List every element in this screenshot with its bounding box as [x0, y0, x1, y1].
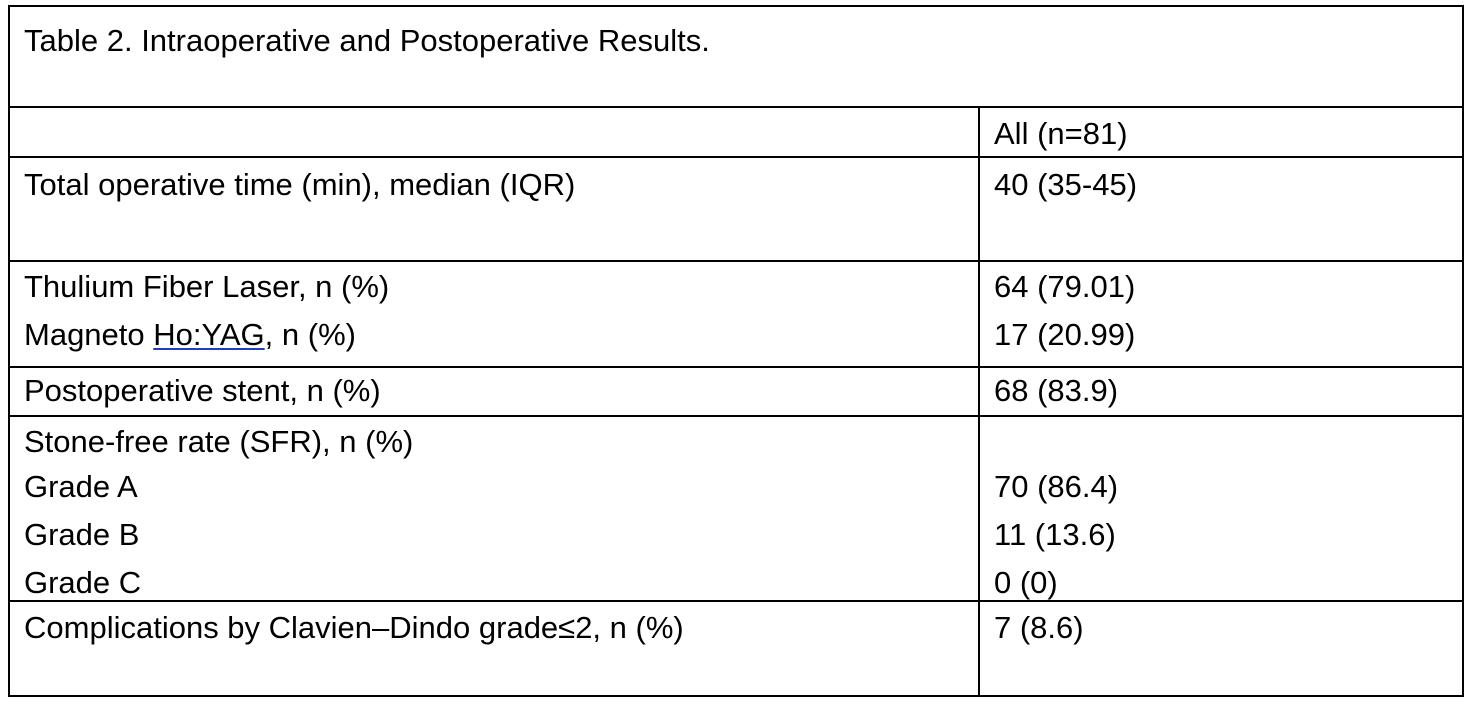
row-label: Total operative time (min), median (IQR) [24, 167, 576, 202]
table-row-operative-time: Total operative time (min), median (IQR)… [10, 158, 1462, 262]
results-table: Table 2. Intraoperative and Postoperativ… [8, 5, 1464, 697]
row-label-sfr: Stone-free rate (SFR), n (%) [24, 424, 414, 459]
row-value-grade-c: 0 (0) [994, 565, 1058, 600]
row-value-thulium: 64 (79.01) [994, 269, 1136, 304]
row-label: Complications by Clavien–Dindo grade≤2, … [24, 610, 684, 645]
table-title: Table 2. Intraoperative and Postoperativ… [24, 23, 710, 58]
hoyag-link[interactable]: Ho:YAG [153, 317, 265, 352]
magneto-prefix: Magneto [24, 317, 154, 352]
row-label-grade-b: Grade B [24, 517, 140, 552]
row-label-grade-a: Grade A [24, 469, 138, 504]
row-label: Postoperative stent, n (%) [24, 373, 381, 408]
table-title-row: Table 2. Intraoperative and Postoperativ… [10, 7, 1462, 108]
row-value: 7 (8.6) [994, 610, 1084, 645]
table-row-laser-group: Thulium Fiber Laser, n (%) 64 (79.01) Ma… [10, 262, 1462, 368]
header-row: All (n=81) [10, 108, 1462, 158]
column-header-all: All (n=81) [994, 116, 1128, 151]
row-label-magneto: Magneto Ho:YAG, n (%) [24, 311, 356, 359]
row-label-grade-c: Grade C [24, 565, 142, 600]
column-divider [978, 108, 980, 695]
magneto-suffix: , n (%) [264, 317, 356, 352]
table-row-complications: Complications by Clavien–Dindo grade≤2, … [10, 602, 1462, 695]
table-row-sfr-group: Stone-free rate (SFR), n (%) Grade A 70 … [10, 417, 1462, 602]
row-value: 40 (35-45) [994, 167, 1138, 202]
row-label-thulium: Thulium Fiber Laser, n (%) [24, 269, 390, 304]
row-value-magneto: 17 (20.99) [994, 317, 1136, 352]
row-value: 68 (83.9) [994, 373, 1119, 408]
row-value-grade-a: 70 (86.4) [994, 469, 1119, 504]
table-row-stent: Postoperative stent, n (%) 68 (83.9) [10, 368, 1462, 417]
row-value-grade-b: 11 (13.6) [994, 517, 1116, 552]
